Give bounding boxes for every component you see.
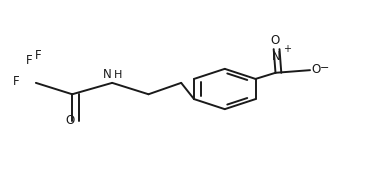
Text: O: O <box>66 114 75 127</box>
Text: O: O <box>312 63 321 76</box>
Text: H: H <box>113 70 122 80</box>
Text: N: N <box>103 68 111 81</box>
Text: O: O <box>270 34 279 47</box>
Text: F: F <box>26 54 32 67</box>
Text: −: − <box>320 63 329 73</box>
Text: N: N <box>272 50 281 63</box>
Text: F: F <box>34 49 41 62</box>
Text: +: + <box>284 43 291 54</box>
Text: F: F <box>13 75 19 88</box>
